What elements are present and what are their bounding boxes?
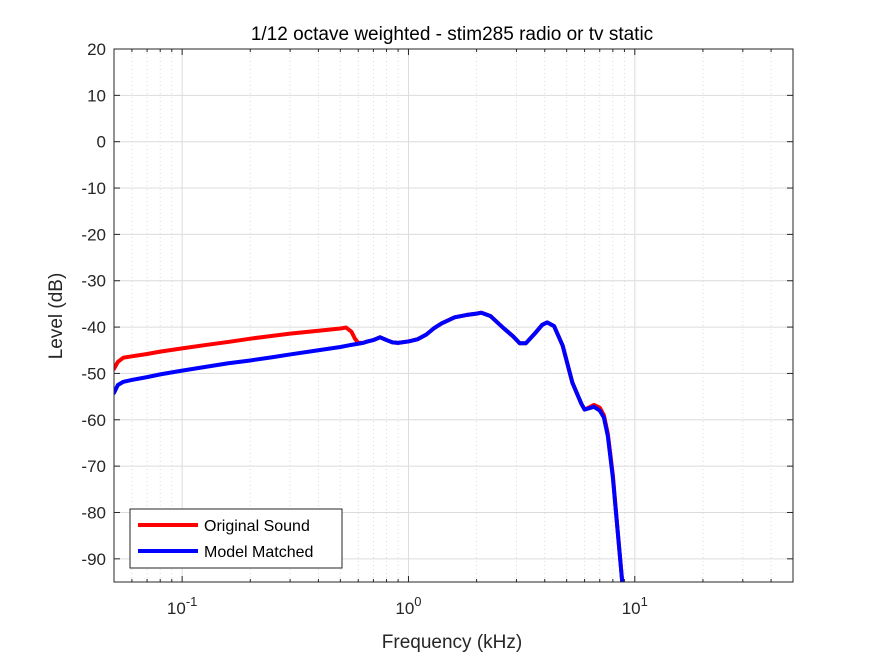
- legend: Original Sound Model Matched: [129, 508, 343, 569]
- minor-grid: [131, 49, 772, 582]
- y-tick-label: 0: [97, 133, 106, 152]
- y-axis-label: Level (dB): [46, 273, 67, 360]
- y-tick-label: -40: [81, 318, 106, 337]
- y-tick-label: -10: [81, 179, 106, 198]
- x-tick-label: 10-1: [167, 594, 197, 618]
- x-tick-label: 100: [395, 594, 421, 618]
- plot-area: [114, 49, 793, 582]
- plot-frame: [113, 48, 794, 583]
- series-line-model-matched: [114, 310, 625, 582]
- y-tick-label: -30: [81, 272, 106, 291]
- y-tick-label: -70: [81, 457, 106, 476]
- tick-marks: [114, 48, 793, 582]
- series-layer: [114, 310, 625, 582]
- legend-label-original-sound: Original Sound: [204, 518, 310, 535]
- legend-label-model-matched: Model Matched: [204, 544, 313, 561]
- y-tick-label: 10: [87, 86, 106, 105]
- legend-box: [129, 508, 343, 569]
- y-tick-labels: 20 10 0 -10 -20 -30 -40 -50 -60 -70 -80 -90: [81, 40, 106, 569]
- y-tick-label: -90: [81, 550, 106, 569]
- x-axis-label: Frequency (kHz): [382, 632, 522, 653]
- x-tick-label: 101: [622, 594, 648, 618]
- y-tick-label: -20: [81, 225, 106, 244]
- y-tick-label: -60: [81, 411, 106, 430]
- y-tick-label: -80: [81, 503, 106, 522]
- chart-title: 1/12 octave weighted - stim285 radio or …: [251, 24, 653, 45]
- y-tick-label: 20: [87, 40, 106, 59]
- y-tick-label: -50: [81, 364, 106, 383]
- x-tick-labels: 10-1 100 101: [167, 594, 648, 618]
